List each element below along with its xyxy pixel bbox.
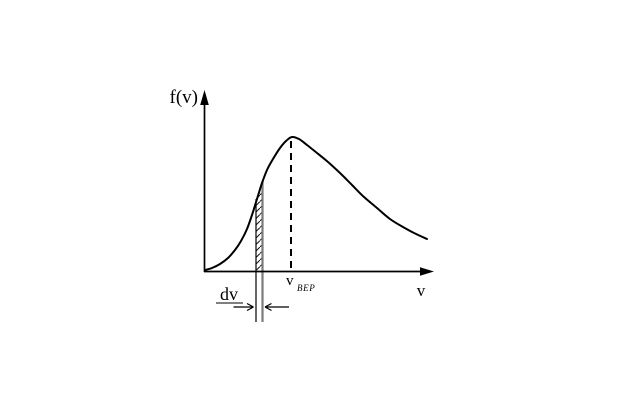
- dv-arrow-right-icon: [264, 302, 289, 312]
- x-axis-arrowhead-icon: [420, 267, 434, 276]
- peak-speed-subscript: ВЕР: [297, 283, 315, 293]
- y-axis-label: f(v): [170, 87, 198, 108]
- y-axis-arrowhead-icon: [200, 90, 209, 105]
- distribution-curve: [204, 135, 428, 271]
- dv-strip-hatched-area: [256, 181, 263, 270]
- x-axis-label: v: [417, 281, 426, 300]
- axes: [200, 90, 434, 276]
- dv-arrow-left-icon: [233, 302, 254, 312]
- dv-label: dv: [220, 284, 238, 304]
- peak-speed-label: v: [286, 273, 294, 289]
